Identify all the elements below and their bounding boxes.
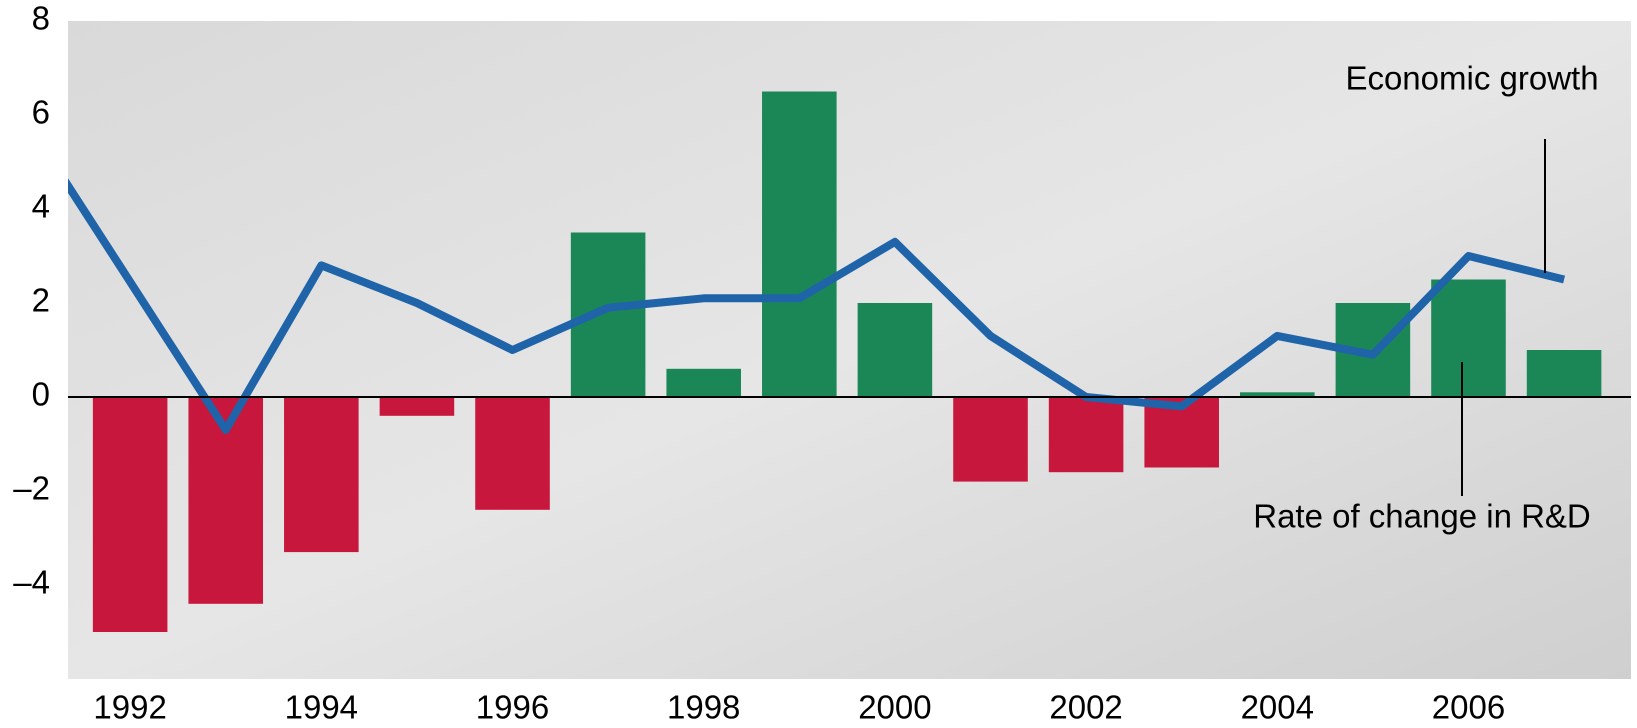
bar [92,397,168,632]
bar [1431,279,1506,397]
y-tick-label: 4 [32,188,50,225]
bar [570,232,646,397]
y-tick-label: –2 [13,470,50,507]
x-tick-label: 1994 [285,689,358,726]
x-tick-label: 1992 [93,689,166,726]
y-tick-label: 0 [32,376,50,413]
bar [475,397,550,510]
x-tick-label: 2002 [1049,689,1122,726]
bar [1048,397,1124,473]
bar [284,397,359,553]
y-tick-label: 8 [32,0,50,37]
x-tick-label: 2006 [1432,689,1505,726]
x-tick-label: 2004 [1241,689,1314,726]
bar [1240,392,1315,397]
y-tick-label: 2 [32,282,50,319]
annotation: Rate of change in R&D [1253,498,1591,535]
y-tick-label: –4 [13,564,50,601]
line [68,178,1566,434]
y-tick-label: 6 [32,94,50,131]
bar [379,397,455,416]
bar [857,303,933,397]
bar [1526,350,1602,397]
bar [762,91,837,397]
bar [666,368,741,397]
x-tick-label: 2000 [858,689,931,726]
x-tick-label: 1996 [476,689,549,726]
x-tick-label: 1998 [667,689,740,726]
plot-area [68,91,1602,632]
bar [953,397,1028,482]
annotation: Economic growth [1345,60,1598,97]
